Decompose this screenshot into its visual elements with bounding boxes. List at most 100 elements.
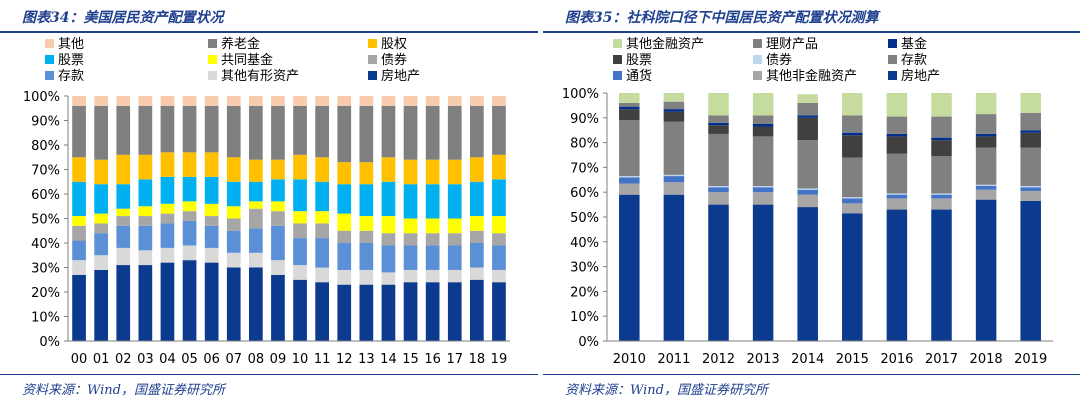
- bar-segment: [94, 269, 109, 341]
- x-tick-label: 01: [93, 352, 110, 367]
- bar-segment: [469, 181, 484, 217]
- bar-segment: [975, 133, 997, 137]
- bar-segment: [403, 269, 418, 283]
- x-tick-label: 2012: [702, 352, 735, 367]
- bar-segment: [359, 184, 374, 217]
- bar-segment: [293, 279, 307, 341]
- bar-segment: [271, 260, 285, 275]
- legend-label: 基金: [901, 36, 927, 52]
- bar-segment: [116, 265, 131, 341]
- legend-swatch: [613, 71, 622, 80]
- legend-swatch: [613, 39, 622, 48]
- bar-segment: [752, 126, 774, 137]
- legend-swatch: [888, 71, 897, 80]
- bar-segment: [138, 225, 153, 251]
- bar-segment: [619, 106, 640, 110]
- bar-segment: [204, 105, 219, 153]
- bar-segment: [315, 223, 330, 239]
- legend-label: 房地产: [381, 68, 420, 84]
- bar-segment: [315, 105, 330, 158]
- bar-segment: [663, 174, 685, 177]
- legend-label: 股权: [381, 36, 407, 52]
- bar-segment: [160, 152, 175, 177]
- bar-segment: [663, 194, 685, 341]
- bar-segment: [886, 133, 908, 137]
- bar-segment: [337, 284, 352, 341]
- x-tick-label: 2017: [925, 352, 958, 367]
- bar-segment: [663, 101, 685, 110]
- bar-segment: [469, 216, 484, 231]
- legend-label: 其他金融资产: [626, 36, 704, 52]
- bar-segment: [248, 201, 263, 209]
- bar-segment: [842, 115, 863, 133]
- legend-swatch: [368, 55, 377, 64]
- bar-segment: [752, 93, 774, 116]
- legend-label: 存款: [901, 53, 927, 68]
- bar-segment: [204, 225, 219, 248]
- bar-segment: [226, 96, 241, 106]
- y-tick-label: 70%: [31, 164, 60, 179]
- bar-segment: [886, 198, 908, 210]
- bar-segment: [663, 176, 685, 183]
- bar-segment: [204, 152, 219, 177]
- chart-panel-us: 图表34：美国居民资产配置状况 其他 养老金 股权 股票 共同基金 债券 存款 其他有形资产 房…: [0, 0, 538, 406]
- bar-segment: [315, 267, 330, 283]
- y-tick-label: 0%: [39, 335, 60, 350]
- legend-swatch: [753, 71, 762, 80]
- x-tick-label: 18: [469, 352, 486, 367]
- y-tick-label: 60%: [570, 186, 599, 201]
- bar-segment: [797, 115, 818, 118]
- x-tick-label: 00: [71, 352, 88, 367]
- bar-segment: [72, 181, 86, 217]
- bar-segment: [842, 135, 863, 158]
- bar-segment: [1020, 130, 1041, 133]
- bar-segment: [492, 282, 506, 341]
- bar-segment: [204, 247, 219, 263]
- bar-segment: [359, 162, 374, 185]
- legend-label: 其他非金融资产: [766, 68, 857, 84]
- bar-segment: [226, 105, 241, 158]
- bar-segment: [271, 274, 285, 341]
- bar-segment: [797, 117, 818, 141]
- bar-segment: [469, 105, 484, 158]
- x-tick-label: 06: [203, 352, 220, 367]
- bar-segment: [72, 225, 86, 241]
- x-tick-label: 10: [292, 352, 309, 367]
- bar-segment: [469, 230, 484, 243]
- x-tick-label: 2015: [836, 352, 869, 367]
- x-tick-label: 2014: [791, 352, 824, 367]
- bar-segment: [337, 243, 352, 270]
- bar-segment: [116, 96, 131, 106]
- bar-segment: [752, 136, 774, 186]
- legend-swatch: [368, 39, 377, 48]
- bar-segment: [315, 211, 330, 224]
- y-tick-label: 40%: [570, 236, 599, 251]
- y-tick-label: 90%: [31, 115, 60, 130]
- bar-segment: [708, 125, 729, 134]
- bar-segment: [72, 240, 86, 261]
- y-tick-label: 60%: [31, 188, 60, 203]
- bar-segment: [752, 186, 774, 188]
- bar-segment: [1020, 190, 1041, 201]
- bar-segment: [469, 243, 484, 268]
- title-divider: [543, 31, 1080, 33]
- bar-segment: [204, 203, 219, 217]
- bar-segment: [248, 208, 263, 229]
- bar-segment: [293, 238, 307, 266]
- bar-segment: [182, 105, 197, 153]
- x-tick-label: 2013: [747, 352, 780, 367]
- bar-segment: [752, 192, 774, 205]
- bar-segment: [447, 159, 462, 185]
- bar-segment: [138, 105, 153, 155]
- bar-segment: [797, 207, 818, 341]
- bar-segment: [138, 179, 153, 207]
- bar-segment: [975, 199, 997, 341]
- bar-segment: [708, 115, 729, 123]
- bar-segment: [182, 211, 197, 221]
- bar-segment: [975, 186, 997, 190]
- bar-segment: [138, 250, 153, 266]
- bar-segment: [359, 269, 374, 285]
- bar-segment: [619, 183, 640, 195]
- bar-segment: [293, 179, 307, 212]
- bar-segment: [663, 109, 685, 112]
